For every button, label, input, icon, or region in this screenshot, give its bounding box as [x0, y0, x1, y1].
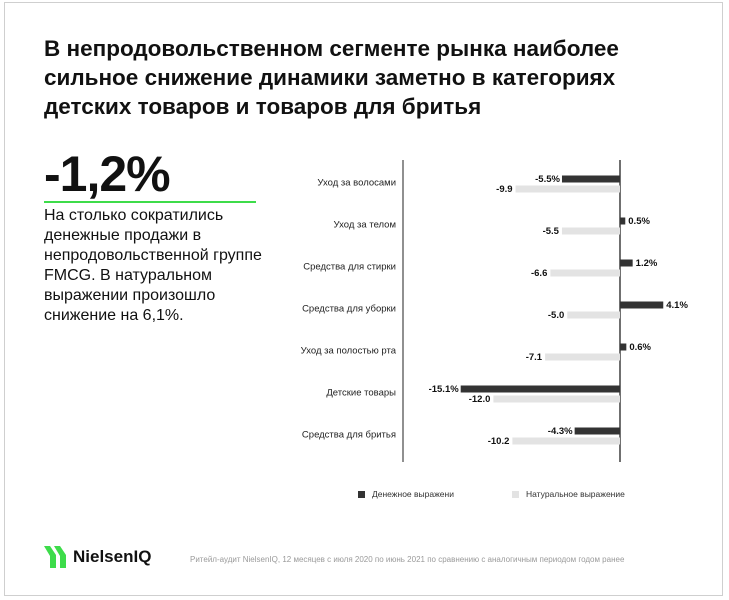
category-label: Средства для бритья [302, 430, 396, 441]
bar-money [620, 217, 626, 225]
legend-item-natural: Натуральное выражение [512, 489, 625, 499]
bar-money [620, 301, 664, 309]
source-footnote: Ритейл-аудит NielsenIQ, 12 месяцев с июл… [190, 555, 625, 564]
data-label-money: -5.5% [535, 174, 560, 185]
data-label-natural: -10.2 [488, 436, 510, 447]
legend-item-money: Денежное выражени [358, 489, 454, 499]
data-label-natural: -6.6 [531, 268, 547, 279]
bar-natural [512, 437, 620, 445]
data-label-natural: -7.1 [526, 352, 543, 363]
category-label: Уход за волосами [317, 178, 396, 189]
bar-natural [561, 227, 620, 235]
accent-divider [44, 201, 256, 203]
bar-natural [545, 353, 620, 361]
bar-natural [567, 311, 620, 319]
data-label-money: -4.3% [548, 426, 573, 437]
bar-money [574, 427, 620, 435]
bar-money [561, 175, 620, 183]
legend-label-money: Денежное выражени [372, 489, 454, 499]
category-label: Средства для уборки [302, 304, 396, 315]
data-label-money: -15.1% [429, 384, 460, 395]
bar-natural [550, 269, 620, 277]
page-title: В непродовольственном сегменте рынка наи… [44, 36, 619, 119]
bar-money [620, 343, 627, 351]
data-label-money: 0.6% [629, 342, 651, 353]
bar-natural [493, 395, 620, 403]
data-label-natural: -5.5 [543, 226, 560, 237]
data-label-natural: -5.0 [548, 310, 564, 321]
data-label-natural: -12.0 [469, 394, 491, 405]
brand-logo: NielsenIQ [44, 546, 151, 568]
key-stat-value: -1,2% [44, 146, 171, 202]
legend-swatch-natural [512, 490, 519, 498]
category-label: Уход за полостью рта [301, 346, 397, 357]
category-label: Средства для стирки [303, 262, 396, 273]
data-label-natural: -9.9 [496, 184, 512, 195]
bar-money [620, 259, 633, 267]
bar-money [460, 385, 620, 393]
category-label: Детские товары [326, 388, 396, 399]
legend-label-natural: Натуральное выражение [526, 489, 625, 499]
data-label-money: 0.5% [628, 216, 650, 227]
legend-swatch-money [358, 490, 365, 498]
data-label-money: 1.2% [636, 258, 658, 269]
category-label: Уход за телом [334, 220, 396, 231]
brand-name: NielsenIQ [73, 547, 152, 566]
data-label-money: 4.1% [666, 300, 688, 311]
bar-natural [515, 185, 620, 193]
nielseniq-logo-icon [44, 546, 66, 568]
key-stat-description: На столько сократились денежные продажи … [44, 207, 262, 324]
